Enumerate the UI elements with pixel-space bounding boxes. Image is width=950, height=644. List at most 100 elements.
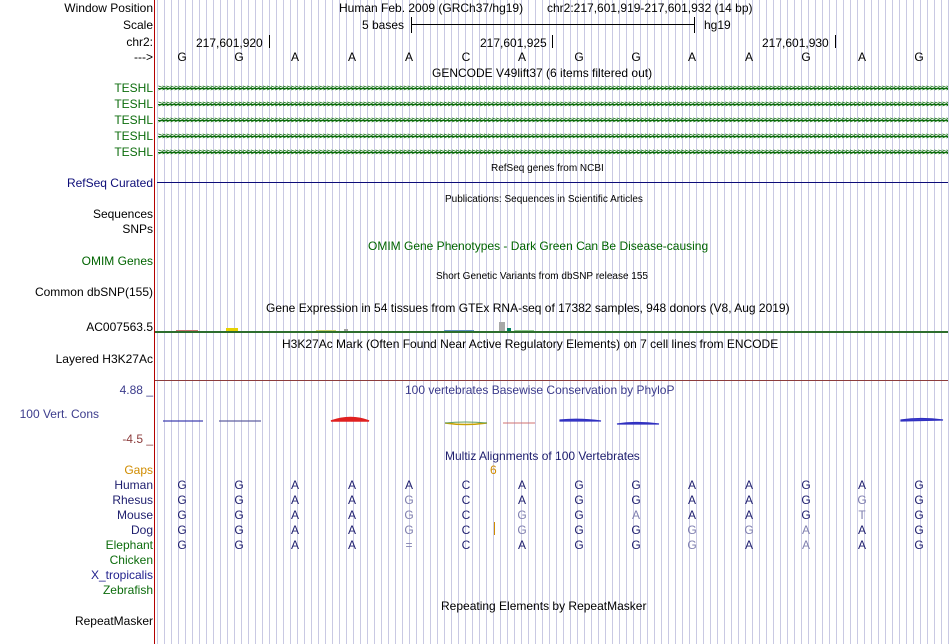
- phylop-max: 4.88 _: [119, 383, 153, 397]
- aligned-base: A: [290, 478, 299, 492]
- phylop-label[interactable]: 100 Vert. Cons: [19, 407, 99, 421]
- grid-line: [325, 0, 326, 644]
- aligned-base: G: [687, 538, 697, 552]
- species-label[interactable]: Human: [114, 478, 153, 492]
- base-letter: G: [177, 50, 187, 64]
- repeatmasker-label[interactable]: RepeatMasker: [74, 614, 153, 628]
- species-label[interactable]: Dog: [130, 523, 153, 537]
- grid-line: [255, 0, 256, 644]
- aligned-base: G: [517, 523, 527, 537]
- teshl-label[interactable]: TESHL: [114, 113, 153, 127]
- grid-line: [213, 0, 214, 644]
- aligned-base: G: [914, 523, 924, 537]
- species-label[interactable]: Rhesus: [112, 493, 153, 507]
- aligned-base: C: [461, 493, 471, 507]
- base-letter: A: [517, 50, 526, 64]
- ruler-tick: [269, 35, 270, 48]
- grid-line: [647, 0, 648, 644]
- gtex-title[interactable]: Gene Expression in 54 tissues from GTEx …: [266, 301, 790, 315]
- gencode-title[interactable]: GENCODE V49lift37 (6 items filtered out): [432, 66, 653, 80]
- gtex-label[interactable]: AC007563.5: [86, 320, 153, 334]
- teshl-label[interactable]: TESHL: [114, 81, 153, 95]
- grid-line: [948, 0, 949, 644]
- dbsnp-label[interactable]: Common dbSNP(155): [34, 285, 153, 299]
- scale-text: 5 bases: [362, 18, 405, 32]
- species-label[interactable]: Chicken: [109, 553, 153, 567]
- species-label[interactable]: Mouse: [116, 508, 153, 522]
- grid-line: [906, 0, 907, 644]
- grid-line: [409, 0, 410, 644]
- gtex-baseline: [155, 331, 948, 333]
- aligned-base: A: [290, 523, 299, 537]
- h3k27ac-title[interactable]: H3K27Ac Mark (Often Found Near Active Re…: [282, 337, 779, 351]
- aligned-base: G: [177, 493, 187, 507]
- grid-line: [332, 0, 333, 644]
- grid-line: [927, 0, 928, 644]
- grid-line: [269, 0, 270, 644]
- strand-arrows: >>>>>>>>>>>>>>>>>>>>>>>>>>>>>>>>>>>>>>>>…: [158, 100, 948, 109]
- h3k27ac-label[interactable]: Layered H3K27Ac: [55, 352, 153, 366]
- teshl-label[interactable]: TESHL: [114, 129, 153, 143]
- refseq-label[interactable]: RefSeq Curated: [66, 176, 153, 190]
- grid-line: [710, 0, 711, 644]
- grid-line: [521, 0, 522, 644]
- teshl-gene-line[interactable]: [158, 136, 948, 137]
- teshl-gene-line[interactable]: [158, 120, 948, 121]
- assembly-title[interactable]: Human Feb. 2009 (GRCh37/hg19): [339, 1, 524, 15]
- grid-line: [801, 0, 802, 644]
- grid-line: [696, 0, 697, 644]
- pubs-title[interactable]: Publications: Sequences in Scientific Ar…: [445, 194, 643, 205]
- species-label[interactable]: Elephant: [105, 538, 153, 552]
- grid-line: [353, 0, 354, 644]
- aligned-base: A: [744, 508, 753, 522]
- refseq-title[interactable]: RefSeq genes from NCBI: [491, 163, 604, 174]
- aligned-base: A: [687, 478, 696, 492]
- snps-label[interactable]: SNPs: [122, 222, 153, 236]
- phylop-title[interactable]: 100 vertebrates Basewise Conservation by…: [405, 383, 675, 397]
- position-title[interactable]: chr2:217,601,919-217,601,932 (14 bp): [547, 1, 753, 15]
- aligned-base: G: [631, 478, 641, 492]
- omim-title[interactable]: OMIM Gene Phenotypes - Dark Green Can Be…: [368, 239, 709, 253]
- ruler-tick-label: 217,601,920: [196, 36, 263, 50]
- grid-line: [619, 0, 620, 644]
- aligned-base: A: [517, 478, 526, 492]
- grid-line: [241, 0, 242, 644]
- omim-label[interactable]: OMIM Genes: [81, 254, 153, 268]
- aligned-base: A: [290, 493, 299, 507]
- grid-line: [451, 0, 452, 644]
- grid-line: [675, 0, 676, 644]
- aligned-base: G: [574, 493, 584, 507]
- teshl-gene-line[interactable]: [158, 104, 948, 105]
- dbsnp-title[interactable]: Short Genetic Variants from dbSNP releas…: [436, 271, 648, 282]
- grid-line: [514, 0, 515, 644]
- scale-bar: [411, 17, 695, 33]
- grid-line: [276, 0, 277, 644]
- repeatmasker-title[interactable]: Repeating Elements by RepeatMasker: [441, 599, 647, 613]
- grid-line: [157, 0, 158, 644]
- grid-line: [605, 0, 606, 644]
- base-letter: A: [290, 50, 299, 64]
- gaps-label[interactable]: Gaps: [124, 463, 153, 477]
- teshl-gene-line[interactable]: [158, 152, 948, 153]
- teshl-label[interactable]: TESHL: [114, 97, 153, 111]
- teshl-label[interactable]: TESHL: [114, 145, 153, 159]
- grid-line: [598, 0, 599, 644]
- grid-line: [381, 0, 382, 644]
- grid-line: [766, 0, 767, 644]
- base-letter: G: [574, 50, 584, 64]
- phylop-wiggle[interactable]: [155, 410, 948, 430]
- aligned-base: G: [801, 508, 811, 522]
- base-letter: G: [631, 50, 641, 64]
- species-label[interactable]: Zebrafish: [102, 583, 153, 597]
- grid-line: [920, 0, 921, 644]
- species-label[interactable]: X_tropicalis: [90, 568, 153, 582]
- refseq-gene-line[interactable]: [157, 182, 948, 183]
- grid-line: [717, 0, 718, 644]
- aligned-base: A: [687, 493, 696, 507]
- multiz-title[interactable]: Multiz Alignments of 100 Vertebrates: [445, 449, 640, 463]
- grid-line: [297, 0, 298, 644]
- aligned-base: G: [857, 493, 867, 507]
- sequences-label[interactable]: Sequences: [92, 207, 153, 221]
- grid-line: [843, 0, 844, 644]
- teshl-gene-line[interactable]: [158, 88, 948, 89]
